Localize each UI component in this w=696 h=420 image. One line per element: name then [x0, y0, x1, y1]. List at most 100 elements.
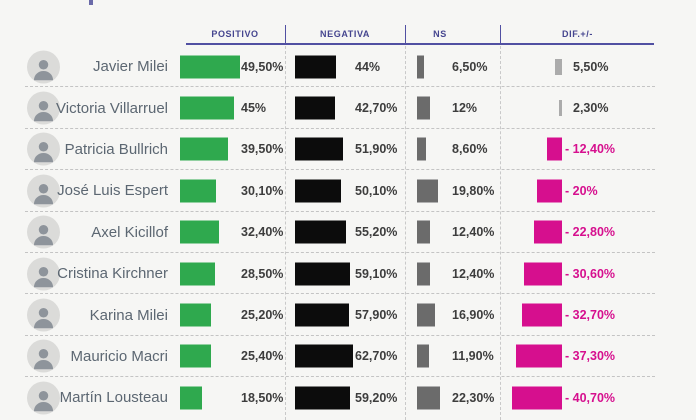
ns-bar [417, 344, 430, 368]
positivo-value: 28,50% [241, 266, 284, 281]
person-silhouette-icon [33, 142, 54, 163]
table-row: Mauricio Macri 25,40% 62,70% 11,90% - 37… [0, 336, 696, 378]
person-silhouette-icon [33, 390, 54, 412]
ns-bar [417, 96, 430, 120]
header-underline [186, 43, 654, 45]
dif-bar [516, 344, 562, 368]
person-silhouette-icon [33, 266, 54, 287]
person-silhouette-icon [33, 101, 54, 122]
negativa-value: 42,70% [355, 101, 398, 116]
table-row: Javier Milei 49,50% 44% 6,50% 5,50% [0, 46, 696, 88]
negativa-value: 57,90% [355, 308, 398, 323]
ns-bar [417, 55, 424, 79]
positivo-bar [180, 179, 217, 203]
person-name: Javier Milei [92, 58, 168, 76]
column-gridline [285, 46, 286, 420]
negativa-bar [295, 55, 336, 79]
ns-value: 22,30% [452, 390, 495, 405]
positivo-value: 49,50% [241, 59, 284, 74]
ns-bar [417, 220, 430, 244]
avatar-photo [27, 339, 60, 373]
person-name: Karina Milei [89, 306, 168, 324]
dif-value: - 20% [565, 183, 598, 198]
negativa-value: 55,20% [355, 225, 398, 240]
negativa-bar [295, 220, 347, 244]
table-row: Axel Kicillof 32,40% 55,20% 12,40% - 22,… [0, 212, 696, 254]
dif-value: - 32,70% [565, 308, 616, 323]
dif-value: - 12,40% [565, 142, 616, 157]
dif-value: - 37,30% [565, 349, 616, 364]
person-name: Martín Lousteau [59, 389, 168, 407]
rows-container: Javier Milei 49,50% 44% 6,50% 5,50% Vict… [0, 46, 696, 419]
avatar-photo [27, 132, 60, 166]
header-divider [405, 25, 406, 43]
person-name: Patricia Bullrich [64, 140, 168, 158]
dif-value: - 30,60% [565, 266, 616, 281]
header-divider [285, 25, 286, 43]
person-silhouette-icon [33, 183, 54, 205]
column-gridline [500, 46, 501, 420]
positivo-value: 18,50% [241, 390, 284, 405]
negativa-value: 51,90% [355, 142, 398, 157]
positivo-bar [180, 55, 240, 79]
negativa-value: 50,10% [355, 183, 398, 198]
positivo-value: 25,20% [241, 308, 284, 323]
dif-bar [559, 100, 562, 117]
avatar-photo [27, 91, 60, 125]
ns-bar [417, 262, 430, 286]
dif-value: 5,50% [573, 59, 609, 74]
positivo-value: 32,40% [241, 225, 284, 240]
positivo-bar [180, 262, 215, 286]
ns-value: 16,90% [452, 308, 495, 323]
negativa-value: 59,10% [355, 266, 398, 281]
avatar-photo [27, 215, 60, 249]
negativa-bar [295, 262, 350, 286]
positivo-bar [180, 386, 203, 410]
negativa-bar [295, 344, 353, 368]
person-silhouette-icon [33, 349, 54, 370]
ns-value: 19,80% [452, 183, 495, 198]
person-silhouette-icon [33, 225, 54, 246]
table-row: José Luis Espert 30,10% 50,10% 19,80% - … [0, 170, 696, 212]
dif-bar [537, 179, 562, 203]
negativa-bar [295, 96, 335, 120]
negativa-bar [295, 137, 343, 161]
table-row: Victoria Villarruel 45% 42,70% 12% 2,30% [0, 87, 696, 130]
dif-bar [511, 386, 562, 410]
person-name: Mauricio Macri [70, 347, 168, 365]
positivo-bar [180, 220, 220, 244]
positivo-bar [180, 96, 235, 120]
dif-bar [534, 220, 562, 244]
person-name: Victoria Villarruel [56, 99, 168, 117]
ns-value: 8,60% [452, 142, 488, 157]
dif-bar [524, 262, 562, 286]
dif-value: 2,30% [573, 101, 609, 116]
person-name: José Luis Espert [57, 182, 168, 200]
negativa-bar [295, 179, 342, 203]
column-header-ns: NS [433, 29, 447, 39]
ns-value: 12,40% [452, 266, 495, 281]
ns-value: 11,90% [452, 349, 494, 364]
avatar-photo [27, 174, 60, 208]
positivo-bar [180, 344, 211, 368]
table-row: Karina Milei 25,20% 57,90% 16,90% - 32,7… [0, 294, 696, 337]
ns-bar [417, 386, 441, 410]
table-row: Cristina Kirchner 28,50% 59,10% 12,40% -… [0, 253, 696, 295]
negativa-value: 62,70% [355, 349, 398, 364]
ns-bar [417, 179, 438, 203]
ns-value: 6,50% [452, 59, 488, 74]
avatar-photo [27, 298, 60, 332]
ns-bar [417, 137, 426, 161]
table-row: Martín Lousteau 18,50% 59,20% 22,30% - 4… [0, 377, 696, 418]
dif-bar [555, 58, 562, 75]
negativa-bar [295, 386, 350, 410]
column-header-dif: DIF.+/- [562, 29, 593, 39]
positivo-value: 39,50% [241, 142, 284, 157]
column-gridline [405, 46, 406, 420]
cropped-title-remnant [89, 0, 93, 5]
person-name: Axel Kicillof [91, 223, 168, 241]
positivo-bar [180, 303, 211, 327]
avatar-photo [27, 381, 60, 415]
negativa-value: 44% [355, 59, 381, 74]
